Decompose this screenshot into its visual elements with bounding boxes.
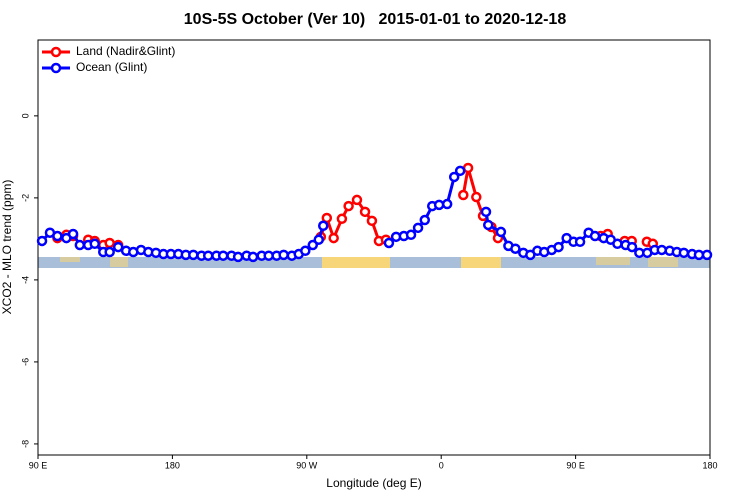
data-point (412, 222, 424, 234)
x-tick-label: 180 (165, 460, 180, 470)
data-point (89, 238, 100, 250)
data-point (343, 200, 354, 212)
data-point (247, 251, 259, 263)
x-tick-label: 90 W (296, 460, 318, 470)
legend-marker (50, 46, 62, 58)
data-point (217, 250, 229, 261)
chart-title: 10S-5S October (Ver 10) 2015-01-01 to 20… (184, 11, 567, 28)
data-point (104, 246, 115, 258)
legend-label: Ocean (Glint) (76, 60, 147, 74)
y-tick-label: -8 (20, 440, 30, 448)
data-point (36, 235, 48, 247)
data-point (52, 230, 63, 242)
data-point (678, 247, 690, 259)
data-point (482, 219, 494, 231)
x-tick-label: 90 E (566, 460, 585, 470)
data-point (383, 237, 395, 249)
data-point (510, 243, 521, 254)
data-point (480, 206, 492, 218)
y-tick-label: -4 (20, 276, 30, 284)
y-tick-label: -2 (20, 194, 30, 202)
data-point (495, 226, 507, 238)
data-point (471, 191, 482, 203)
map-strip (38, 257, 710, 268)
data-point (574, 236, 586, 248)
land-strip (110, 257, 128, 267)
y-tick-label: -6 (20, 358, 30, 366)
data-point (351, 194, 363, 206)
data-point (433, 199, 445, 211)
data-point (448, 171, 460, 183)
series-line (56, 166, 654, 247)
data-point (336, 213, 348, 225)
land-strip (648, 257, 678, 267)
land-strip (461, 257, 501, 268)
data-point (317, 220, 329, 232)
data-point (458, 189, 469, 201)
data-point (454, 165, 466, 177)
data-point (202, 250, 214, 261)
x-axis-title: Longitude (deg E) (326, 476, 421, 490)
x-tick-label: 180 (702, 460, 717, 470)
legend-label: Land (Nadir&Glint) (76, 44, 175, 58)
plot-frame (37, 39, 711, 456)
data-point (626, 241, 638, 253)
y-tick-label: 0 (20, 113, 30, 118)
data-point (112, 241, 124, 253)
series-line (40, 169, 708, 259)
land-strip (596, 257, 630, 265)
data-point (188, 249, 199, 261)
data-point (328, 232, 339, 244)
x-tick-label: 0 (439, 460, 444, 470)
data-point (366, 215, 378, 227)
data-point (232, 251, 244, 263)
data-point (589, 230, 601, 242)
data-point (104, 237, 115, 249)
data-point (553, 241, 564, 253)
data-point (701, 249, 713, 261)
data-point (359, 206, 371, 218)
data-point (278, 249, 289, 261)
land-strip (322, 257, 390, 268)
data-point (313, 234, 324, 245)
data-point (300, 245, 311, 257)
data-point (693, 249, 705, 261)
land-strip (60, 257, 80, 262)
x-tick-label: 90 E (29, 460, 48, 470)
y-axis-title: XCO2 - MLO trend (ppm) (0, 180, 14, 315)
legend-marker (50, 62, 62, 74)
data-point (67, 228, 79, 240)
data-point (405, 229, 417, 241)
data-point (441, 198, 453, 210)
data-point (419, 214, 431, 226)
data-point (612, 238, 623, 250)
data-point (74, 239, 86, 251)
